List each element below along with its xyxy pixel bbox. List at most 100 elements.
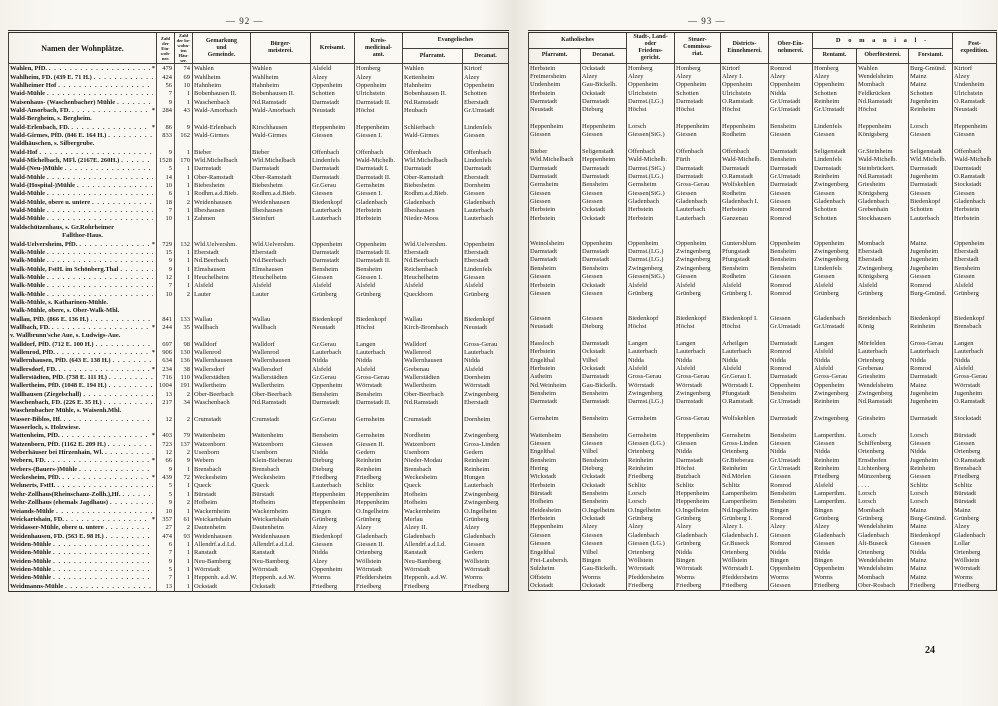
gemeinde-cell: Brensbach: [192, 465, 251, 475]
asterisk-mark: *: [151, 515, 155, 523]
kath-pfarramt-cell: Neustadt: [528, 323, 581, 332]
kreisamt-cell: [310, 424, 355, 433]
gericht-cell: Darmst.(LG.): [626, 248, 675, 257]
postexpedition-cell: Grünberg: [952, 515, 997, 524]
einwohner-cell: 5: [156, 482, 175, 491]
header-kath-decanat: Decanat.: [579, 47, 628, 64]
ev-pfarramt-cell: Grebenau: [402, 365, 463, 374]
districts-einnehmerei-cell: Gross-Linden: [720, 440, 769, 449]
ober-einnehmerei-cell: Oppenheim: [768, 381, 813, 390]
kreismedicinalamt-cell: Darmstadt I.: [354, 165, 403, 174]
haeuser-cell: 1: [174, 98, 193, 107]
haeuser-cell: 1: [174, 490, 193, 500]
oberfoersterei-cell: Ortenberg: [856, 548, 909, 557]
rentamt-cell: Zwingenberg: [812, 248, 857, 257]
place-name-cell: Wald-Girmes, PfD. (846 E. 164 H.): [8, 132, 157, 141]
table-row: Webers-(Bauers-)Mühle91BrensbachBrensbac…: [8, 465, 509, 475]
ober-einnehmerei-cell: [768, 139, 813, 148]
oberfoersterei-cell: Griesheim: [856, 373, 909, 382]
ev-pfarramt-cell: Nd.Ramstadt: [402, 98, 463, 107]
forstamt-cell: Darmstadt: [908, 415, 953, 424]
einwohner-cell: 9: [156, 265, 175, 274]
leader-dots: [47, 274, 153, 282]
oberfoersterei-cell: Nd.Ramstadt: [856, 398, 909, 407]
kreismedicinalamt-cell: Oppenheim: [354, 240, 403, 249]
ober-einnehmerei-cell: Darmstadt: [768, 339, 813, 349]
buergermeisterei-cell: Wld.Uelvershm.: [250, 240, 311, 249]
buergermeisterei-cell: Weckesheim: [250, 474, 311, 483]
gericht-cell: Biedenkopf: [626, 314, 675, 324]
haeuser-cell: [174, 140, 193, 149]
kreismedicinalamt-cell: Herbstein: [354, 207, 403, 216]
steuer-commissariat-cell: Alzey: [674, 72, 721, 82]
ev-decanat-cell: Wörrstadt: [461, 565, 509, 575]
place-name-cell: Wallenrod, PfD.*: [8, 348, 157, 358]
kath-pfarramt-cell: Darmstadt: [528, 173, 581, 182]
districts-einnehmerei-cell: Wald-Michelb.: [720, 156, 769, 165]
steuer-commissariat-cell: O.Ingelheim: [674, 506, 721, 516]
ev-decanat-cell: Neustadt: [461, 323, 509, 333]
steuer-commissariat-cell: [674, 423, 721, 432]
table-row: Herbstein Ockstadt Lauterbach Lauterbach Lau…: [528, 348, 997, 357]
gericht-cell: [626, 223, 675, 240]
buergermeisterei-cell: Wald-Amorbach: [250, 107, 311, 116]
ober-einnehmerei-cell: Oppenheim: [768, 239, 813, 249]
kreismedicinalamt-cell: Gladenbach: [354, 532, 403, 541]
ev-pfarramt-cell: Ilbeshausen: [402, 207, 463, 216]
table-row: Wallenrod, PfD.*906130WallenrodWallenrod…: [8, 348, 509, 358]
rentamt-cell: Giessen: [812, 273, 857, 282]
rentamt-cell: Nidda: [812, 548, 857, 557]
ev-decanat-cell: Alsfeld: [461, 282, 509, 291]
districts-einnehmerei-cell: Gr.Buseck: [720, 540, 769, 549]
haeuser-cell: 74: [174, 63, 193, 74]
forstamt-cell: Biedenkopf: [908, 314, 953, 324]
kath-decanat-cell: [579, 406, 627, 415]
table-row: Weckesheim, PfD.*43972WeckesheimWeckeshe…: [8, 474, 509, 483]
buergermeisterei-cell: Wattenheim: [250, 432, 311, 441]
districts-einnehmerei-cell: Rodheim: [720, 273, 769, 282]
postexpedition-cell: Wöllstein: [952, 556, 997, 566]
table-row: Wasser-Biblos, Hf.122CrumstadtCrumstadtG…: [8, 415, 509, 425]
table-row: Waldhäuschen, s. Silbergrube.: [8, 140, 509, 149]
oberfoersterei-cell: Eberstadt: [856, 256, 909, 265]
table-row: Giessen Giessen Giessen(StG.) Giessen Rodhei…: [528, 189, 997, 199]
kreismedicinalamt-cell: [354, 307, 403, 316]
gericht-cell: Gladenbach: [626, 531, 675, 541]
kreisamt-cell: Neustadt: [310, 323, 355, 333]
leader-dots: [57, 349, 150, 357]
postexpedition-cell: Stockstadt: [952, 181, 997, 190]
districts-einnehmerei-cell: Arheilgen: [720, 339, 769, 349]
kath-pfarramt-cell: Giessen: [528, 289, 581, 299]
ober-einnehmerei-cell: Gr.Umstadt: [768, 323, 813, 332]
oberfoersterei-cell: Mombach: [856, 573, 909, 582]
ev-pfarramt-cell: Ranstadt: [402, 549, 463, 558]
kreismedicinalamt-cell: Giessen I.: [354, 190, 403, 199]
districts-einnehmerei-cell: Ulrichstein: [720, 89, 769, 98]
table-row: Gernsheim Bensheim Gernsheim Gross-Gerau Wol…: [528, 415, 997, 424]
kreisamt-cell: Heppenheim: [310, 123, 355, 133]
table-row: Darmstadt Darmstadt Darmst.(LG.) Darmstadt O…: [528, 398, 997, 407]
gemeinde-cell: Alsfeld: [192, 282, 251, 291]
haeuser-cell: 1: [174, 273, 193, 283]
districts-einnehmerei-cell: Darmstadt: [720, 164, 769, 174]
kath-pfarramt-cell: Giessen: [528, 273, 581, 282]
ober-einnehmerei-cell: Alzey: [768, 72, 813, 82]
kreisamt-cell: Dieburg: [310, 465, 355, 475]
table-row: Heidesheim O.Ingelheim O.Ingelheim O.Ingelh…: [528, 506, 997, 516]
gemeinde-cell: Rodhm.a.d.Bieb.: [192, 190, 251, 199]
gemeinde-cell: [192, 424, 251, 433]
gemeinde-cell: Wallau: [192, 315, 251, 324]
gemeinde-cell: Elmshausen: [192, 265, 251, 274]
steuer-commissariat-cell: Lauterbach: [674, 206, 721, 215]
gericht-cell: O.Ingelheim: [626, 506, 675, 516]
kath-pfarramt-cell: Offstein: [528, 573, 581, 582]
haeuser-cell: 1: [174, 465, 193, 475]
kreisamt-cell: Dieburg: [310, 457, 355, 466]
place-name-cell: Weiden-Mühle: [8, 557, 157, 566]
place-name-cell: Wald-Mühle: [8, 207, 157, 216]
oberfoersterei-cell: Grünberg: [856, 289, 909, 299]
postexpedition-cell: Bürstadt: [952, 490, 997, 499]
kath-pfarramt-cell: Bürstadt: [528, 490, 581, 499]
rentamt-cell: Gladenbach: [812, 531, 857, 541]
ober-einnehmerei-cell: Bensheim: [768, 248, 813, 257]
